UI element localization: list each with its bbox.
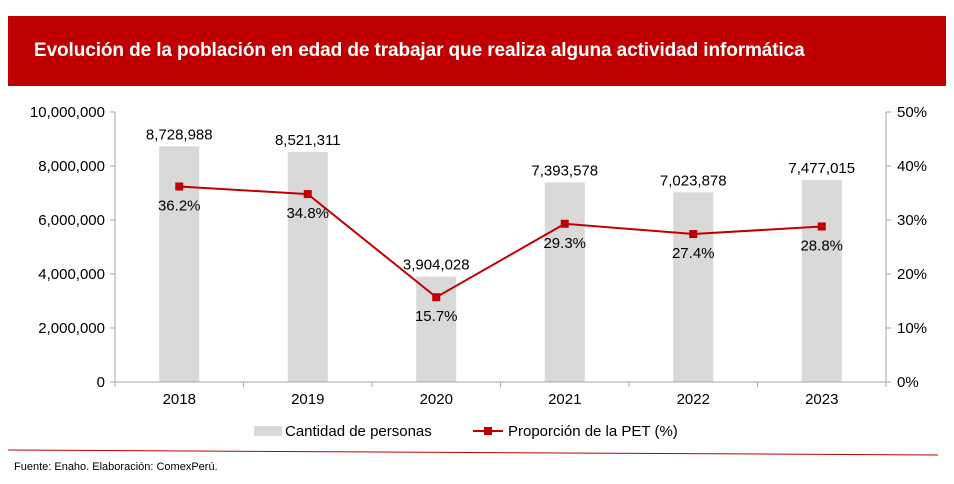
divider-line: [7, 449, 939, 456]
bar-2020: [416, 276, 457, 382]
bar-2018: [159, 146, 200, 382]
left-tick-label: 10,000,000: [30, 104, 105, 121]
line-marker-2023: [817, 222, 826, 231]
line-series-pet: [179, 185, 822, 299]
line-marker-2022: [689, 230, 698, 239]
left-tick-label: 4,000,000: [38, 266, 105, 283]
bar-label-2018: 8,728,988: [146, 126, 213, 143]
bar-label-2020: 3,904,028: [403, 257, 470, 274]
line-label-2023: 28.8%: [800, 237, 843, 254]
chart-title: Evolución de la población en edad de tra…: [34, 40, 805, 61]
right-tick-label: 0%: [897, 374, 919, 391]
bar-2021: [544, 182, 585, 382]
left-tick-label: 8,000,000: [38, 158, 105, 175]
line-marker-2021: [560, 219, 569, 228]
right-tick-label: 40%: [897, 158, 927, 175]
left-tick-label: 2,000,000: [38, 320, 105, 337]
line-label-2021: 29.3%: [543, 235, 586, 252]
line-label-2018: 36.2%: [158, 198, 201, 215]
right-tick-label: 10%: [897, 320, 927, 337]
bar-2023: [801, 180, 842, 382]
line-marker-2018: [175, 182, 184, 191]
bar-2019: [287, 151, 328, 382]
bar-2022: [673, 192, 714, 382]
x-tick-label: 2022: [677, 391, 710, 408]
x-tick-label: 2023: [805, 391, 838, 408]
line-label-2022: 27.4%: [672, 245, 715, 262]
x-tick-label: 2021: [548, 391, 581, 408]
left-tick-label: 6,000,000: [38, 212, 105, 229]
line-marker-2020: [432, 293, 441, 302]
x-tick-label: 2019: [291, 391, 324, 408]
right-tick-label: 50%: [897, 104, 927, 121]
right-tick-label: 30%: [897, 212, 927, 229]
bar-label-2022: 7,023,878: [660, 172, 727, 189]
source-note: Fuente: Enaho. Elaboración: ComexPerú.: [14, 461, 218, 473]
right-tick-label: 20%: [897, 266, 927, 283]
x-tick-label: 2020: [420, 391, 453, 408]
bar-label-2021: 7,393,578: [531, 162, 598, 179]
legend-swatch-marker: [484, 427, 492, 435]
legend-swatch-bar: [254, 426, 282, 436]
line-marker-2019: [303, 190, 312, 199]
legend-label-bar: Cantidad de personas: [285, 423, 432, 440]
chart-title-banner: Evolución de la población en edad de tra…: [8, 16, 946, 86]
bar-label-2019: 8,521,311: [275, 132, 341, 149]
line-label-2019: 34.8%: [286, 205, 329, 222]
bar-label-2023: 7,477,015: [788, 160, 855, 177]
legend-label-line: Proporción de la PET (%): [508, 423, 678, 440]
line-label-2020: 15.7%: [415, 308, 458, 325]
left-tick-label: 0: [97, 374, 105, 391]
x-tick-label: 2018: [163, 391, 196, 408]
